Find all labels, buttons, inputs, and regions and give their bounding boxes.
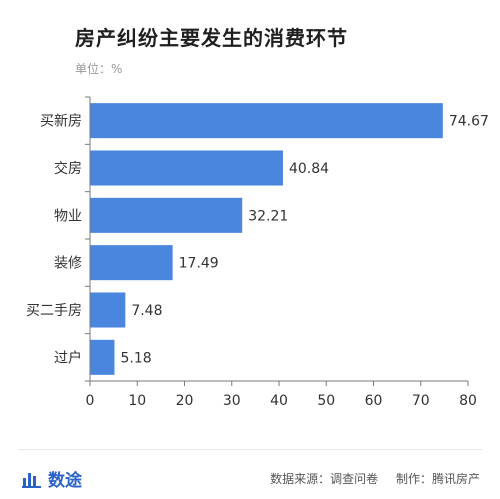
category-label: 装修 xyxy=(54,256,82,272)
category-label: 过户 xyxy=(54,349,82,366)
bar-4 xyxy=(90,292,126,328)
bar-5 xyxy=(90,339,115,375)
category-label: 买新房 xyxy=(40,114,82,130)
producer: 制作：腾讯房产 xyxy=(395,472,480,486)
brand-name: 数途 xyxy=(48,471,82,491)
chart-title: 房产纠纷主要发生的消费环节 xyxy=(75,26,348,50)
x-tick-label: 50 xyxy=(317,393,335,409)
category-label: 交房 xyxy=(54,160,82,177)
value-label: 40.84 xyxy=(289,161,329,177)
bar-2 xyxy=(90,197,243,233)
x-tick-label: 70 xyxy=(412,393,430,409)
x-tick-label: 80 xyxy=(459,393,477,409)
value-label: 74.67 xyxy=(449,114,489,130)
x-tick-label: 30 xyxy=(223,393,241,409)
x-tick-label: 0 xyxy=(86,393,95,409)
x-tick-label: 60 xyxy=(365,393,383,409)
bar-1 xyxy=(90,150,283,186)
bar-0 xyxy=(90,103,443,139)
category-label: 物业 xyxy=(54,208,82,224)
footer-divider xyxy=(18,449,482,450)
x-tick-label: 10 xyxy=(128,393,146,409)
source-info: 数据来源：调查问卷 制作：腾讯房产 xyxy=(270,470,480,487)
value-label: 17.49 xyxy=(179,256,219,272)
value-label: 32.21 xyxy=(248,208,288,224)
x-tick-label: 40 xyxy=(270,393,288,409)
data-source: 数据来源：调查问卷 xyxy=(270,472,379,486)
category-label: 买二手房 xyxy=(26,303,82,319)
brand-logo: 数途 xyxy=(22,466,82,491)
value-label: 7.48 xyxy=(131,303,162,319)
bar-chart: 买新房 74.67 交房 40.84 物业 32.21 装修 17.49 买二手房 7.48 过户 5… xyxy=(26,96,489,409)
value-label: 5.18 xyxy=(120,350,151,366)
x-tick-label: 20 xyxy=(176,393,194,409)
bar-3 xyxy=(90,245,173,281)
bar-chart-logo-icon xyxy=(22,470,42,488)
unit-label: 单位：% xyxy=(75,62,123,76)
